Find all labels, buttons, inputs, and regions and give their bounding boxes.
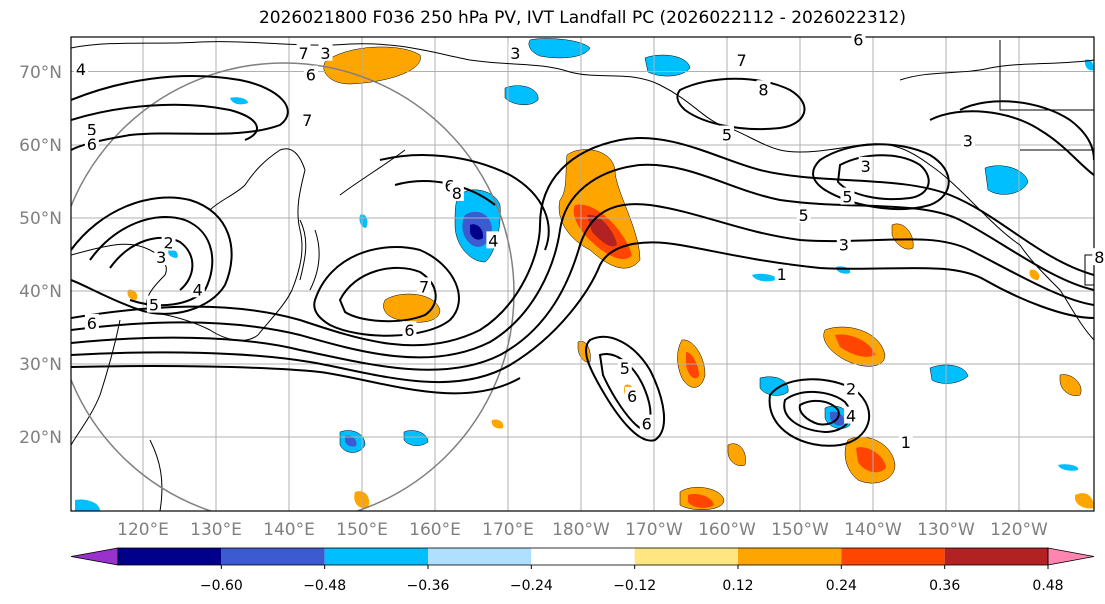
colorbar-bin xyxy=(324,548,428,565)
contour-label: 6 xyxy=(445,177,455,196)
contour-label: 7 xyxy=(419,277,429,296)
contour-label: 7 xyxy=(737,51,747,70)
lat-label: 30°N xyxy=(19,355,62,375)
colorbar-bin xyxy=(841,548,945,565)
contour-label: 6 xyxy=(642,415,652,434)
lat-label: 50°N xyxy=(19,209,62,229)
lon-label: 150°E xyxy=(336,520,388,540)
lon-label: 150°W xyxy=(771,520,829,540)
contour-label: 4 xyxy=(488,231,498,250)
contour-label: 5 xyxy=(149,296,159,315)
contour-label: 4 xyxy=(76,60,86,79)
colorbar-bin xyxy=(118,548,222,565)
search-radius-circle xyxy=(71,62,515,511)
latitude-labels: 70°N 60°N 50°N 40°N 30°N 20°N xyxy=(19,63,62,448)
lon-label: 170°W xyxy=(625,520,683,540)
longitude-labels: 120°E 130°E 140°E 150°E 160°E 170°E 180°W 170°W… xyxy=(117,520,1048,540)
lon-label: 130°E xyxy=(190,520,242,540)
colorbar-tick-label: 0.24 xyxy=(826,578,857,594)
colorbar-bin xyxy=(634,548,738,565)
map-title: 2026021800 F036 250 hPa PV, IVT Landfall… xyxy=(258,8,906,28)
map-background xyxy=(71,37,1094,511)
pv-contours xyxy=(71,75,1094,447)
lat-label: 70°N xyxy=(19,63,62,83)
colorbar-extend-max xyxy=(1047,547,1095,566)
contour-label: 2 xyxy=(163,234,173,253)
contour-label: 3 xyxy=(839,236,849,255)
contour-label: 5 xyxy=(799,206,809,225)
colorbar-bin xyxy=(944,548,1048,565)
contour-label: 4 xyxy=(193,280,203,299)
colorbar-tick-label: 0.36 xyxy=(929,578,960,594)
contour-label: 7 xyxy=(302,111,312,130)
colorbar-tick-label: 0.48 xyxy=(1032,578,1063,594)
colorbar-tick-label: −0.36 xyxy=(407,578,450,594)
lon-label: 170°E xyxy=(482,520,534,540)
map-frame xyxy=(70,36,1095,512)
contour-label: 5 xyxy=(620,359,630,378)
contour-label: 5 xyxy=(87,120,97,139)
lon-label: 130°W xyxy=(917,520,975,540)
lon-label: 160°W xyxy=(698,520,756,540)
colorbar-tick-label: −0.12 xyxy=(613,578,656,594)
lon-label: 160°E xyxy=(409,520,461,540)
contour-label: 1 xyxy=(901,433,911,452)
colorbar-tick-label: −0.24 xyxy=(510,578,553,594)
contour-label: 1 xyxy=(777,265,787,284)
contour-label: 8 xyxy=(1094,248,1104,267)
lat-label: 40°N xyxy=(19,282,62,302)
colorbar-extend-min xyxy=(70,547,119,566)
contour-label: 3 xyxy=(156,248,166,267)
lon-label: 120°W xyxy=(990,520,1048,540)
contour-label: 7 xyxy=(299,44,309,63)
lon-label: 120°E xyxy=(117,520,169,540)
colorbar-tick-label: −0.48 xyxy=(303,578,346,594)
lat-label: 20°N xyxy=(19,428,62,448)
contour-label: 3 xyxy=(963,131,973,150)
colorbar-tick-label: 0.12 xyxy=(722,578,753,594)
contour-label: 8 xyxy=(452,184,462,203)
colorbar-bin xyxy=(221,548,325,565)
contour-label: 5 xyxy=(842,188,852,207)
contour-label: 8 xyxy=(758,80,768,99)
colorbar-bin xyxy=(531,548,635,565)
contour-label: 6 xyxy=(853,31,863,50)
contour-label: 5 xyxy=(722,126,732,145)
contour-label: 4 xyxy=(846,407,856,426)
colorbar-bin xyxy=(738,548,842,565)
contour-label: 6 xyxy=(87,314,97,333)
contour-label: 2 xyxy=(846,380,856,399)
contour-label: 6 xyxy=(306,66,316,85)
contour-label: 3 xyxy=(320,44,330,63)
lon-label: 180°W xyxy=(552,520,610,540)
contour-label: 3 xyxy=(510,44,520,63)
colorbar: −0.60 −0.48 −0.36 −0.24 −0.12 0.12 0.24 0.36 0.4… xyxy=(70,547,1095,594)
colorbar-tick-label: −0.60 xyxy=(200,578,243,594)
contour-label: 3 xyxy=(861,157,871,176)
colorbar-bin xyxy=(428,548,532,565)
lon-label: 140°W xyxy=(844,520,902,540)
contour-label: 6 xyxy=(87,135,97,154)
graticule xyxy=(71,37,1094,511)
contour-label: 6 xyxy=(627,387,637,406)
contour-labels: 47365676823456476376853538853186566214 xyxy=(73,30,1105,452)
contour-label: 6 xyxy=(404,321,414,340)
lat-label: 60°N xyxy=(19,136,62,156)
lon-label: 140°E xyxy=(263,520,315,540)
